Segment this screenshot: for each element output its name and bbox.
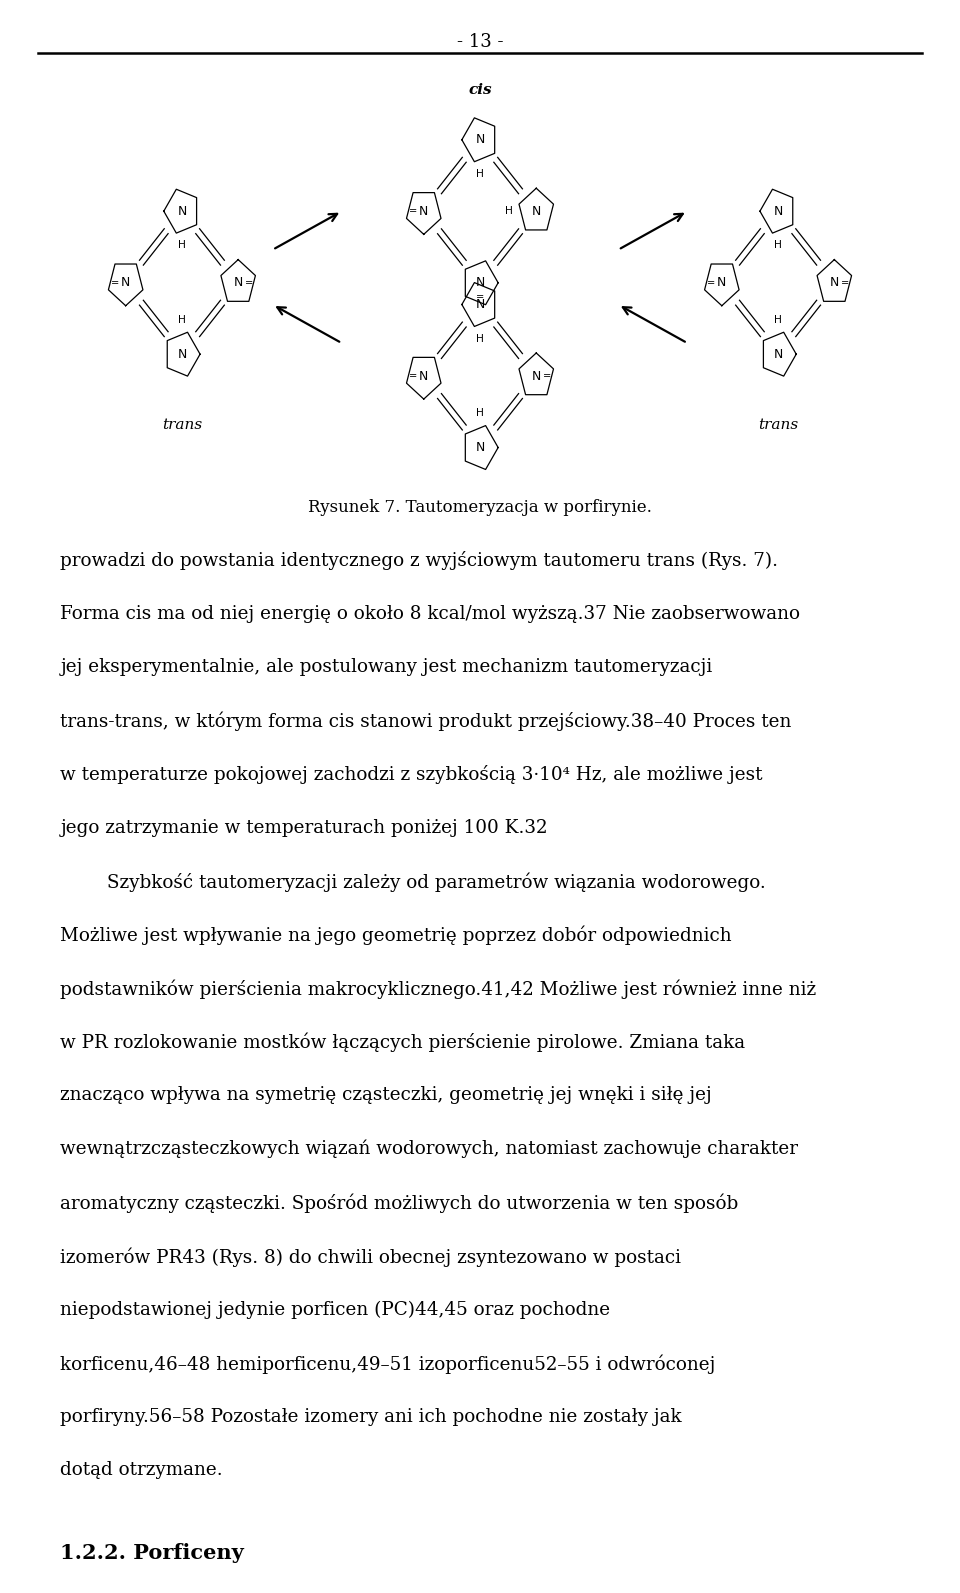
Text: N: N	[475, 134, 485, 147]
Text: N: N	[178, 204, 186, 218]
Text: Forma cis ma od niej energię o około 8 kcal/mol wyższą.37 Nie zaobserwowano: Forma cis ma od niej energię o około 8 k…	[60, 605, 801, 623]
Text: N: N	[178, 347, 186, 360]
Text: w PR rozlokowanie mostków łączących pierścienie pirolowe. Zmiana taka: w PR rozlokowanie mostków łączących pier…	[60, 1032, 746, 1053]
Text: =: =	[707, 277, 715, 288]
Text: H: H	[774, 315, 782, 325]
Text: =: =	[841, 277, 850, 288]
Text: Rysunek 7. Tautomeryzacja w porfirynie.: Rysunek 7. Tautomeryzacja w porfirynie.	[308, 499, 652, 516]
Text: jego zatrzymanie w temperaturach poniżej 100 K.32: jego zatrzymanie w temperaturach poniżej…	[60, 819, 548, 836]
Text: korficenu,46–48 hemiporficenu,49–51 izoporficenu52–55 i odwróconej: korficenu,46–48 hemiporficenu,49–51 izop…	[60, 1354, 716, 1373]
Text: N: N	[532, 370, 540, 382]
Text: w temperaturze pokojowej zachodzi z szybkością 3·10⁴ Hz, ale możliwe jest: w temperaturze pokojowej zachodzi z szyb…	[60, 765, 763, 784]
Text: znacząco wpływa na symetrię cząsteczki, geometrię jej wnęki i siłę jej: znacząco wpływa na symetrię cząsteczki, …	[60, 1086, 712, 1104]
Text: N: N	[475, 276, 485, 290]
Text: N: N	[475, 298, 485, 311]
Text: prowadzi do powstania identycznego z wyjściowym tautomeru trans (Rys. 7).: prowadzi do powstania identycznego z wyj…	[60, 551, 779, 570]
Text: =: =	[543, 371, 551, 381]
Text: H: H	[178, 315, 186, 325]
Text: =: =	[409, 205, 417, 217]
Text: =: =	[245, 277, 253, 288]
Text: - 13 -: - 13 -	[457, 33, 503, 51]
Text: trans-trans, w którym forma cis stanowi produkt przejściowy.38–40 Proces ten: trans-trans, w którym forma cis stanowi …	[60, 712, 792, 731]
Text: 1.2.2. Porficeny: 1.2.2. Porficeny	[60, 1544, 244, 1563]
Text: H: H	[178, 241, 186, 250]
Text: podstawników pierścienia makrocyklicznego.41,42 Możliwe jest również inne niż: podstawników pierścienia makrocykliczneg…	[60, 980, 817, 999]
Text: N: N	[475, 441, 485, 454]
Text: trans: trans	[162, 419, 202, 432]
Text: N: N	[717, 276, 727, 290]
Text: niepodstawionej jedynie porficen (PC)44,45 oraz pochodne: niepodstawionej jedynie porficen (PC)44,…	[60, 1300, 611, 1319]
Text: H: H	[476, 335, 484, 344]
Text: N: N	[420, 205, 428, 218]
Text: H: H	[774, 241, 782, 250]
Text: N: N	[829, 276, 839, 290]
Text: aromatyczny cząsteczki. Spośród możliwych do utworzenia w ten sposób: aromatyczny cząsteczki. Spośród możliwyc…	[60, 1193, 739, 1212]
Text: =: =	[409, 371, 417, 381]
Text: trans: trans	[758, 419, 798, 432]
Text: =: =	[476, 292, 484, 301]
Text: N: N	[532, 205, 540, 218]
Text: N: N	[774, 204, 782, 218]
Text: N: N	[774, 347, 782, 360]
Text: H: H	[505, 205, 514, 217]
Text: dotąd otrzymane.: dotąd otrzymane.	[60, 1461, 223, 1478]
Text: porfiryny.56–58 Pozostałe izomery ani ich pochodne nie zostały jak: porfiryny.56–58 Pozostałe izomery ani ic…	[60, 1408, 683, 1426]
Text: H: H	[476, 408, 484, 419]
Text: =: =	[110, 277, 119, 288]
Text: jej eksperymentalnie, ale postulowany jest mechanizm tautomeryzacji: jej eksperymentalnie, ale postulowany je…	[60, 658, 712, 675]
Text: N: N	[420, 370, 428, 382]
Text: N: N	[121, 276, 131, 290]
Text: izomerów PR43 (Rys. 8) do chwili obecnej zsyntezowano w postaci: izomerów PR43 (Rys. 8) do chwili obecnej…	[60, 1247, 682, 1266]
Text: Szybkość tautomeryzacji zależy od parametrów wiązania wodorowego.: Szybkość tautomeryzacji zależy od parame…	[60, 873, 766, 892]
Text: cis: cis	[468, 83, 492, 97]
Text: Możliwe jest wpływanie na jego geometrię poprzez dobór odpowiednich: Możliwe jest wpływanie na jego geometrię…	[60, 926, 732, 945]
Text: N: N	[233, 276, 243, 290]
Text: wewnątrzcząsteczkowych wiązań wodorowych, natomiast zachowuje charakter: wewnątrzcząsteczkowych wiązań wodorowych…	[60, 1141, 799, 1158]
Text: H: H	[476, 169, 484, 178]
